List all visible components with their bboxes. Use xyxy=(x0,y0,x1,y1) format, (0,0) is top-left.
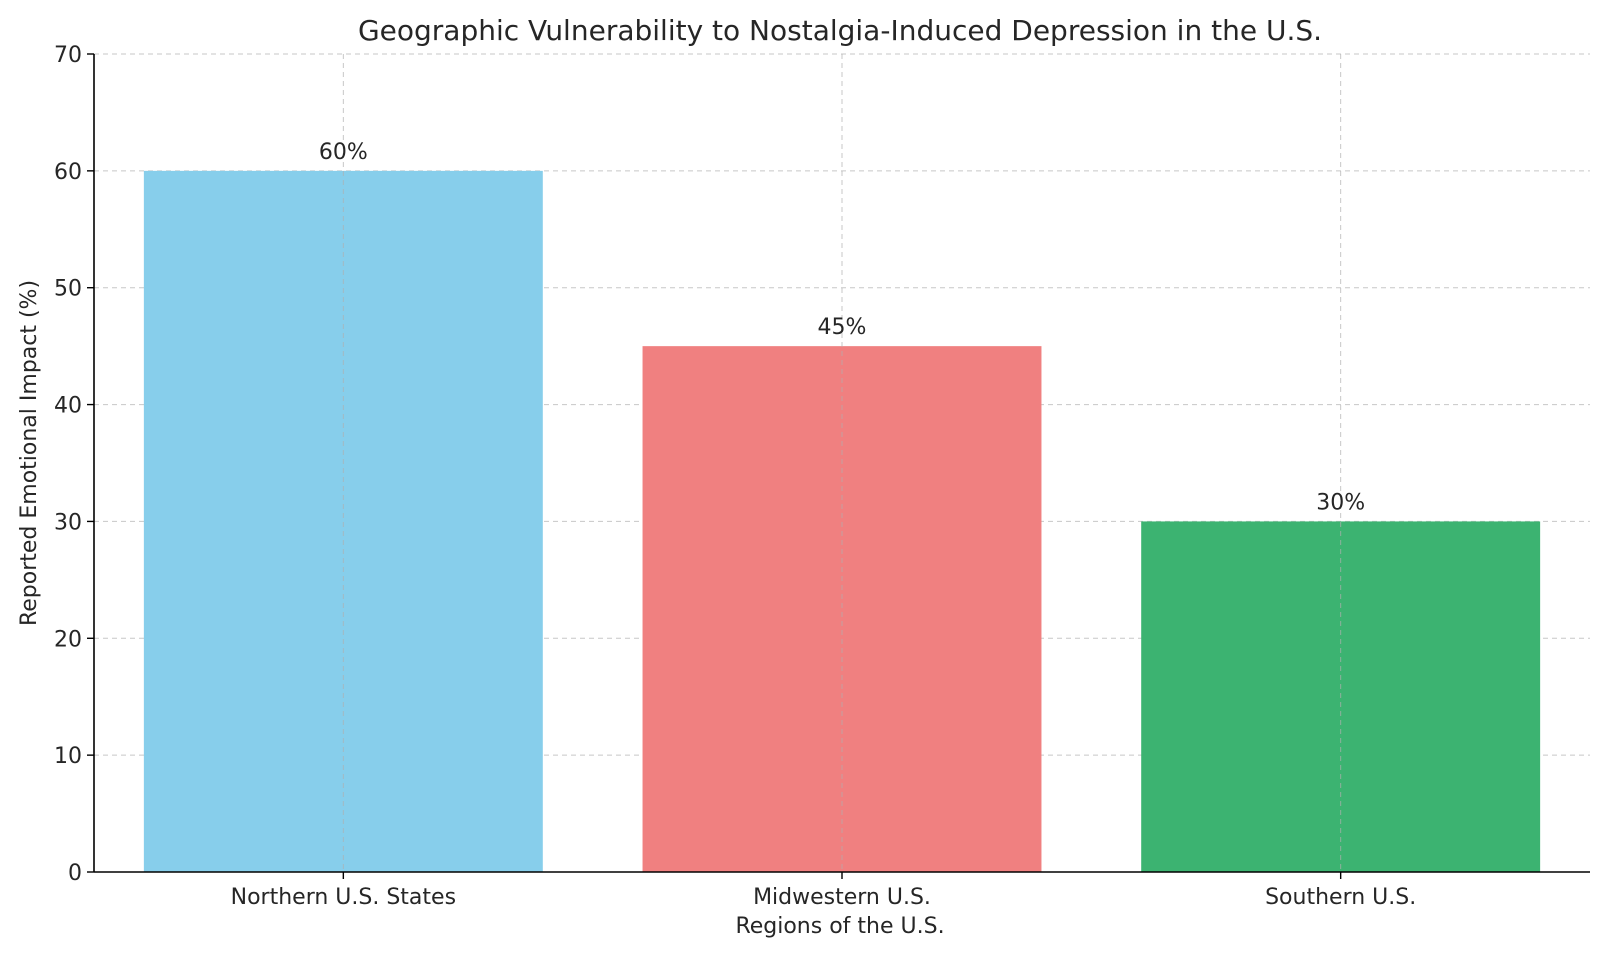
y-axis-label: Reported Emotional Impact (%) xyxy=(17,280,42,626)
chart-title: Geographic Vulnerability to Nostalgia-In… xyxy=(358,14,1322,47)
overlay-grid xyxy=(342,54,1342,872)
y-tick-label: 20 xyxy=(54,627,82,652)
bar-value-label: 45% xyxy=(818,315,867,340)
y-tick-label: 50 xyxy=(54,277,82,302)
y-tick-label: 60 xyxy=(54,160,82,185)
axes: 0 10 20 30 40 50 60 70 Northern U.S. States Midwe… xyxy=(54,43,1590,910)
data-labels: 60% 45% 30% xyxy=(319,140,1365,516)
bar-value-label: 60% xyxy=(319,140,368,165)
x-tick-label: Northern U.S. States xyxy=(231,885,456,910)
x-tick-label: Midwestern U.S. xyxy=(753,885,931,910)
bar xyxy=(143,170,543,872)
x-axis-label: Regions of the U.S. xyxy=(735,914,944,939)
x-tick-label: Southern U.S. xyxy=(1265,885,1416,910)
y-tick-label: 30 xyxy=(54,510,82,535)
y-tick-label: 10 xyxy=(54,744,82,769)
bar-value-label: 30% xyxy=(1316,490,1365,515)
y-tick-label: 40 xyxy=(54,394,82,419)
y-tick-label: 0 xyxy=(68,861,82,886)
y-tick-label: 70 xyxy=(54,43,82,68)
